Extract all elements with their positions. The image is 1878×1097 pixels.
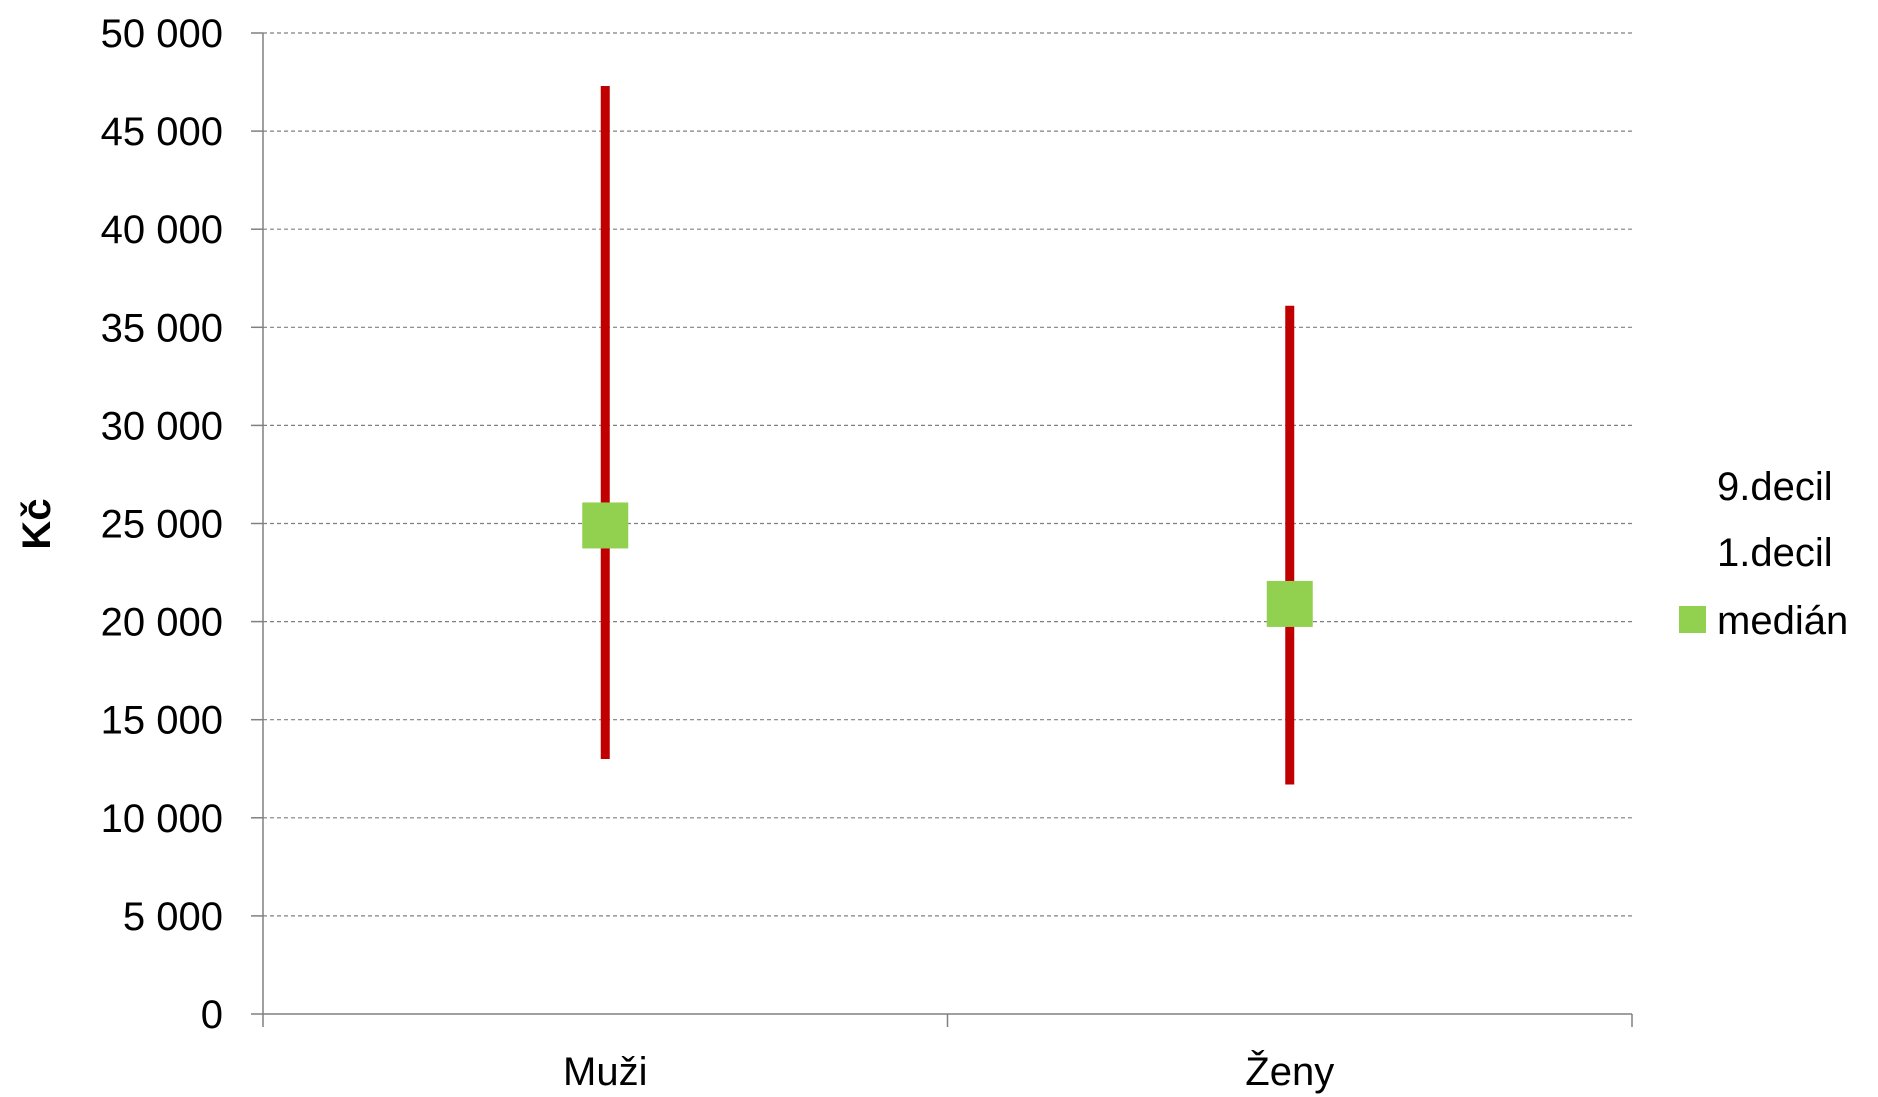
y-tick-label: 40 000 bbox=[101, 208, 223, 252]
y-tick-label: 10 000 bbox=[101, 797, 223, 841]
median-marker bbox=[1266, 580, 1313, 627]
data-marks bbox=[582, 85, 1313, 785]
legend: 9.decil 1.decil medián bbox=[1679, 465, 1848, 643]
y-tick-label: 25 000 bbox=[101, 503, 223, 547]
x-category-label: Ženy bbox=[1245, 1049, 1334, 1094]
y-tick-label: 45 000 bbox=[101, 110, 223, 154]
x-axis-ticks: Muži Ženy bbox=[262, 1014, 1633, 1094]
median-marker bbox=[582, 502, 629, 549]
y-axis-title: Kč bbox=[15, 498, 59, 549]
y-tick-label: 20 000 bbox=[101, 601, 223, 645]
y-tick-label: 35 000 bbox=[101, 306, 223, 350]
y-axis-ticks: 0 5 000 10 000 15 000 20 000 25 000 30 000 35 0… bbox=[101, 12, 263, 1037]
grid-lines bbox=[263, 32, 1632, 917]
y-tick-label: 0 bbox=[201, 993, 223, 1037]
y-tick-label: 15 000 bbox=[101, 699, 223, 743]
legend-label: 1.decil bbox=[1717, 531, 1833, 575]
legend-label: 9.decil bbox=[1717, 465, 1833, 509]
y-tick-label: 5 000 bbox=[123, 895, 223, 939]
y-tick-label: 30 000 bbox=[101, 404, 223, 448]
legend-label: medián bbox=[1717, 599, 1848, 643]
x-category-label: Muži bbox=[563, 1050, 647, 1094]
y-tick-label: 50 000 bbox=[101, 12, 223, 56]
legend-median-swatch bbox=[1679, 606, 1706, 633]
